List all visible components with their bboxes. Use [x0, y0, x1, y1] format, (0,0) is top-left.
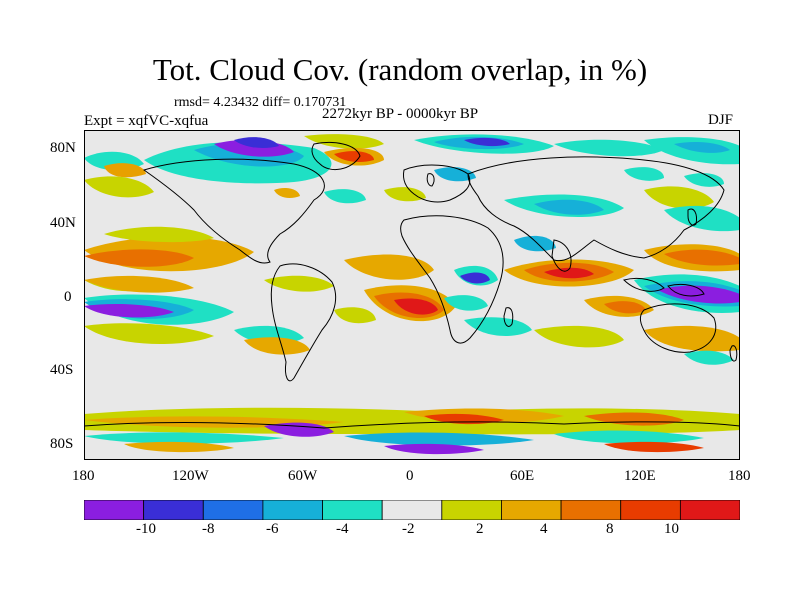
time-period-label: 2272kyr BP - 0000kyr BP: [322, 106, 479, 122]
cloud-cover-difference-map: [84, 130, 740, 460]
colorbar-cell-1: [143, 500, 204, 520]
colorbar-cell-10: [679, 500, 740, 520]
lon-tick-0: 0: [406, 468, 414, 484]
rmsd-diff-stats: rmsd= 4.23432 diff= 0.170731: [174, 95, 347, 110]
colorbar-cell-4: [322, 500, 383, 520]
colorbar-label-minus6: -6: [266, 521, 279, 537]
colorbar-cell-9: [620, 500, 681, 520]
lon-tick-60w: 60W: [288, 468, 318, 484]
lat-tick-40s: 40S: [50, 362, 74, 378]
season-label: DJF: [708, 112, 734, 128]
colorbar-cell-2: [202, 500, 264, 520]
lon-tick-120e: 120E: [624, 468, 656, 484]
colorbar-label-8: 8: [606, 521, 614, 537]
antarctic-anomalies: [84, 407, 740, 455]
colorbar-cell-5: [381, 500, 443, 520]
lon-tick-180-west: 180: [72, 468, 95, 484]
colorbar-label-minus10: -10: [136, 521, 156, 537]
colorbar-cell-6: [441, 500, 502, 520]
lon-tick-120w: 120W: [172, 468, 209, 484]
northern-midlatitude-anomalies: [84, 167, 740, 232]
lat-tick-80s: 80S: [50, 436, 74, 452]
colorbar-label-minus8: -8: [202, 521, 215, 537]
map-frame: [84, 130, 740, 460]
colorbar-cell-0: [84, 500, 145, 520]
lat-tick-40n: 40N: [50, 215, 76, 231]
southern-subtropical-anomalies: [84, 275, 740, 365]
colorbar-cell-7: [501, 500, 562, 520]
colorbar-cell-3: [262, 500, 323, 520]
colorbar-label-10: 10: [664, 521, 679, 537]
lon-tick-180-east: 180: [728, 468, 751, 484]
arctic-anomalies: [84, 134, 740, 187]
colorbar-label-4: 4: [540, 521, 548, 537]
lon-tick-60e: 60E: [510, 468, 535, 484]
chart-title: Tot. Cloud Cov. (random overlap, in %): [152, 52, 648, 87]
experiment-label: Expt = xqfVC-xqfua: [84, 113, 209, 129]
lat-tick-0: 0: [64, 289, 72, 305]
colorbar: [84, 500, 740, 520]
coastlines: [84, 142, 740, 429]
colorbar-label-minus4: -4: [336, 521, 349, 537]
colorbar-cell-8: [560, 500, 622, 520]
colorbar-label-2: 2: [476, 521, 484, 537]
colorbar-label-minus2: -2: [402, 521, 415, 537]
lat-tick-80n: 80N: [50, 140, 76, 156]
